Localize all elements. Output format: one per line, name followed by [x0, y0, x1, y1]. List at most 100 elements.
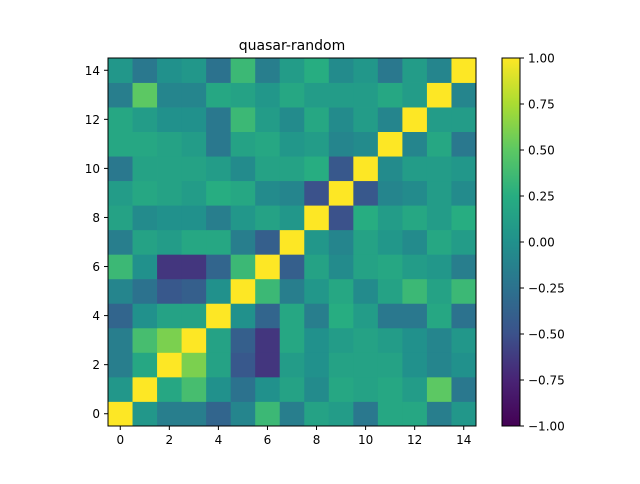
heatmap-cell [328, 107, 354, 132]
heatmap-cell [230, 180, 256, 206]
heatmap-cell [206, 82, 232, 108]
heatmap-cell [328, 58, 354, 83]
heatmap-cell [230, 278, 256, 304]
heatmap-cell [255, 156, 281, 182]
heatmap-cell [181, 278, 207, 304]
colorbar [502, 58, 520, 426]
colorbar-tick-label: −0.50 [528, 328, 565, 342]
heatmap-cell [402, 205, 428, 231]
heatmap-cell [230, 107, 256, 132]
heatmap-cell [181, 82, 207, 108]
heatmap-cell [132, 278, 158, 304]
heatmap-cell [377, 58, 403, 83]
heatmap-cell [451, 376, 477, 402]
y-tick-label: 4 [92, 309, 100, 323]
heatmap-cell [132, 58, 158, 83]
heatmap-cell [377, 327, 403, 353]
heatmap-cell [132, 327, 158, 353]
heatmap-cell [451, 156, 477, 182]
heatmap-cell [157, 156, 182, 182]
heatmap-cell [279, 303, 305, 329]
heatmap-cell [206, 58, 232, 83]
heatmap-cell [426, 327, 452, 353]
y-tick-label: 0 [92, 407, 100, 421]
heatmap-cell [402, 278, 428, 304]
heatmap-cell [328, 205, 354, 231]
heatmap-cell [255, 180, 281, 206]
heatmap-cell [230, 303, 256, 329]
heatmap-cell [157, 205, 182, 231]
heatmap-cell [353, 229, 379, 255]
heatmap-cell [353, 156, 379, 182]
x-tick-label: 2 [166, 433, 174, 447]
heatmap-cell [279, 58, 305, 83]
heatmap-cell [157, 82, 182, 108]
heatmap-cell [304, 58, 330, 83]
heatmap-cell [304, 131, 330, 157]
heatmap-cell [108, 401, 133, 427]
heatmap-cell [304, 156, 330, 182]
heatmap-cell [328, 327, 354, 353]
heatmap-cell [328, 82, 354, 108]
heatmap-cell [181, 401, 207, 427]
heatmap-cell [426, 205, 452, 231]
heatmap-cell [377, 107, 403, 132]
heatmap-cell [108, 131, 133, 157]
heatmap-cell [157, 327, 182, 353]
heatmap-cell [328, 401, 354, 427]
heatmap-cell [451, 401, 477, 427]
heatmap-cell [279, 278, 305, 304]
y-axis: 0 2 4 6 8 10 12 14 [85, 64, 108, 421]
heatmap-cell [304, 82, 330, 108]
heatmap-cell [279, 107, 305, 132]
heatmap-cell [451, 205, 477, 231]
heatmap-cell [206, 327, 232, 353]
heatmap-cell [304, 229, 330, 255]
heatmap-cell [328, 254, 354, 280]
chart-title: quasar-random [239, 38, 345, 54]
heatmap-cell [108, 376, 133, 402]
heatmap-cell [181, 352, 207, 378]
heatmap-cell [157, 229, 182, 255]
heatmap-cells [108, 58, 477, 427]
x-tick-label: 8 [313, 433, 321, 447]
heatmap-cell [279, 180, 305, 206]
heatmap-cell [377, 156, 403, 182]
heatmap-cell [402, 303, 428, 329]
heatmap-cell [108, 303, 133, 329]
heatmap-cell [353, 58, 379, 83]
heatmap-cell [451, 131, 477, 157]
y-tick-label: 6 [92, 260, 100, 274]
heatmap-cell [206, 229, 232, 255]
heatmap-cell [353, 327, 379, 353]
heatmap-cell [279, 254, 305, 280]
heatmap-cell [451, 254, 477, 280]
heatmap-cell [328, 278, 354, 304]
heatmap-cell [181, 229, 207, 255]
heatmap-cell [132, 303, 158, 329]
x-tick-label: 6 [264, 433, 272, 447]
heatmap-cell [181, 180, 207, 206]
heatmap-cell [353, 376, 379, 402]
heatmap-cell [181, 254, 207, 280]
heatmap-cell [255, 131, 281, 157]
heatmap-cell [377, 229, 403, 255]
heatmap-cell [402, 254, 428, 280]
heatmap-cell [108, 156, 133, 182]
heatmap-cell [255, 229, 281, 255]
heatmap-cell [279, 205, 305, 231]
heatmap-cell [279, 156, 305, 182]
x-tick-label: 4 [215, 433, 223, 447]
heatmap-cell [402, 82, 428, 108]
heatmap-cell [157, 376, 182, 402]
y-tick-label: 14 [85, 64, 100, 78]
heatmap-cell [206, 376, 232, 402]
heatmap-cell [451, 352, 477, 378]
colorbar-tick-label: −0.25 [528, 282, 565, 296]
heatmap-cell [377, 376, 403, 402]
heatmap-cell [451, 303, 477, 329]
heatmap-cell [353, 278, 379, 304]
heatmap-cell [353, 107, 379, 132]
heatmap-cell [426, 180, 452, 206]
heatmap-cell [402, 327, 428, 353]
